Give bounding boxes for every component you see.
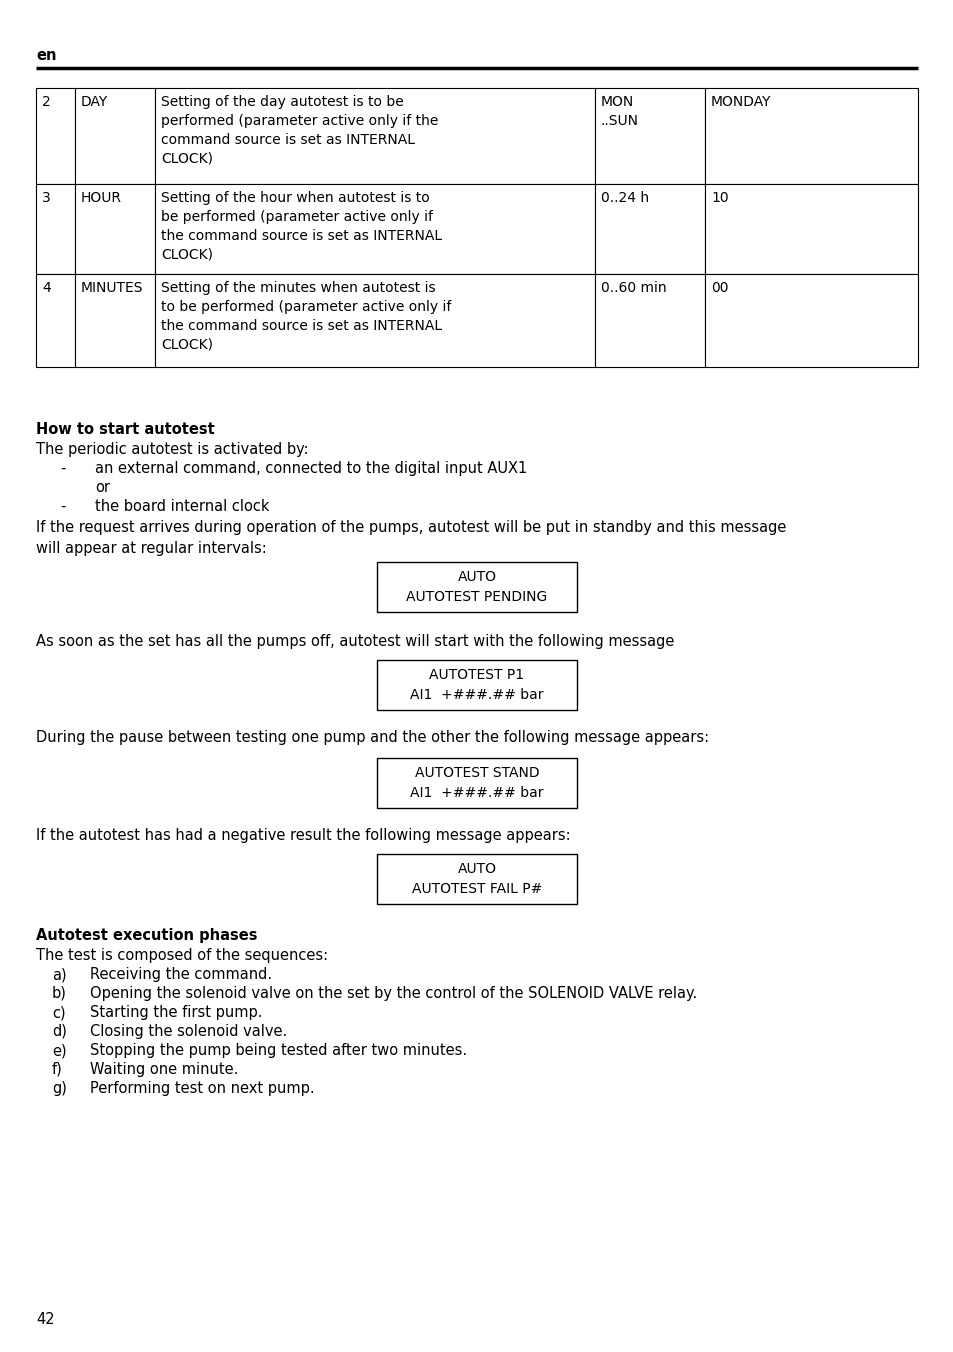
Bar [154,274,595,366]
Text: AUTOTEST P1
AI1  +###.## bar: AUTOTEST P1 AI1 +###.## bar [410,668,543,702]
Text: 00: 00 [710,281,728,295]
Text: Setting of the day autotest is to be
performed (parameter active only if the
com: Setting of the day autotest is to be per… [161,95,438,166]
Bar [376,660,577,710]
Text: MON
..SUN: MON ..SUN [600,95,639,128]
Text: Performing test on next pump.: Performing test on next pump. [90,1082,314,1096]
Text: 0..60 min: 0..60 min [600,281,666,295]
Text: Autotest execution phases: Autotest execution phases [36,927,257,942]
Bar [154,88,595,184]
Bar [36,184,75,274]
Bar [704,184,917,274]
Text: f): f) [52,1063,63,1078]
Text: en: en [36,49,56,64]
Text: Stopping the pump being tested after two minutes.: Stopping the pump being tested after two… [90,1042,467,1059]
Text: the board internal clock: the board internal clock [95,499,269,514]
Text: an external command, connected to the digital input AUX1: an external command, connected to the di… [95,461,527,476]
Text: 2: 2 [42,95,51,110]
Text: AUTOTEST STAND
AI1  +###.## bar: AUTOTEST STAND AI1 +###.## bar [410,767,543,800]
Bar [376,562,577,612]
Text: Setting of the hour when autotest is to
be performed (parameter active only if
t: Setting of the hour when autotest is to … [161,191,441,262]
Bar [595,184,704,274]
Text: Receiving the command.: Receiving the command. [90,967,272,982]
Text: MONDAY: MONDAY [710,95,771,110]
Text: -: - [60,499,66,514]
Text: c): c) [52,1005,66,1019]
Bar [376,854,577,904]
Text: e): e) [52,1042,67,1059]
Text: d): d) [52,1023,67,1038]
Text: If the autotest has had a negative result the following message appears:: If the autotest has had a negative resul… [36,827,570,844]
Bar [75,184,154,274]
Text: The test is composed of the sequences:: The test is composed of the sequences: [36,948,328,963]
Text: The periodic autotest is activated by:: The periodic autotest is activated by: [36,442,309,457]
Text: -: - [60,461,66,476]
Text: How to start autotest: How to start autotest [36,422,214,437]
Bar [36,88,75,184]
Text: 10: 10 [710,191,728,206]
Text: 4: 4 [42,281,51,295]
Bar [75,274,154,366]
Bar [704,274,917,366]
Text: Opening the solenoid valve on the set by the control of the SOLENOID VALVE relay: Opening the solenoid valve on the set by… [90,986,697,1000]
Bar [376,758,577,808]
Text: MINUTES: MINUTES [81,281,143,295]
Text: 0..24 h: 0..24 h [600,191,648,206]
Text: AUTO
AUTOTEST PENDING: AUTO AUTOTEST PENDING [406,571,547,604]
Text: b): b) [52,986,67,1000]
Text: g): g) [52,1082,67,1096]
Text: Setting of the minutes when autotest is
to be performed (parameter active only i: Setting of the minutes when autotest is … [161,281,451,352]
Text: HOUR: HOUR [81,191,122,206]
Bar [595,274,704,366]
Text: As soon as the set has all the pumps off, autotest will start with the following: As soon as the set has all the pumps off… [36,634,674,649]
Text: During the pause between testing one pump and the other the following message ap: During the pause between testing one pum… [36,730,708,745]
Bar [595,88,704,184]
Text: If the request arrives during operation of the pumps, autotest will be put in st: If the request arrives during operation … [36,521,785,556]
Bar [36,274,75,366]
Bar [704,88,917,184]
Text: AUTO
AUTOTEST FAIL P#: AUTO AUTOTEST FAIL P# [412,863,541,896]
Bar [154,184,595,274]
Text: Waiting one minute.: Waiting one minute. [90,1063,238,1078]
Text: DAY: DAY [81,95,108,110]
Text: Closing the solenoid valve.: Closing the solenoid valve. [90,1023,287,1038]
Bar [75,88,154,184]
Text: a): a) [52,967,67,982]
Text: Starting the first pump.: Starting the first pump. [90,1005,262,1019]
Text: 3: 3 [42,191,51,206]
Text: 42: 42 [36,1311,54,1328]
Text: or: or [95,480,110,495]
